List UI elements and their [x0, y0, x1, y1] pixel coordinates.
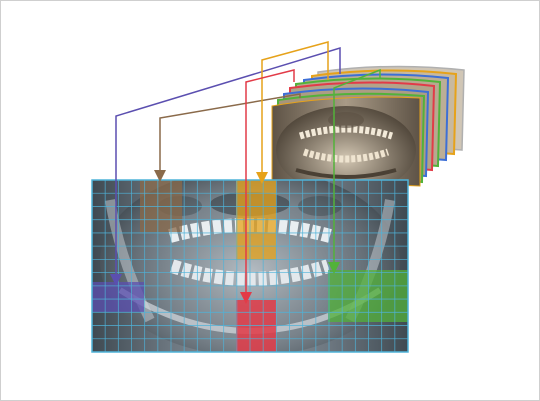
red-arrow	[240, 69, 295, 304]
purple-arrow	[110, 46, 341, 286]
grid-border	[91, 179, 409, 353]
main-radiograph	[91, 179, 409, 353]
radiograph-stack	[271, 65, 465, 191]
green-arrow	[328, 68, 381, 274]
brown-arrow	[154, 93, 301, 182]
brown-region	[140, 180, 182, 232]
red-region	[236, 300, 276, 352]
orange-arrow	[256, 41, 329, 184]
green-region	[328, 270, 408, 322]
connector-arrows	[110, 41, 381, 304]
